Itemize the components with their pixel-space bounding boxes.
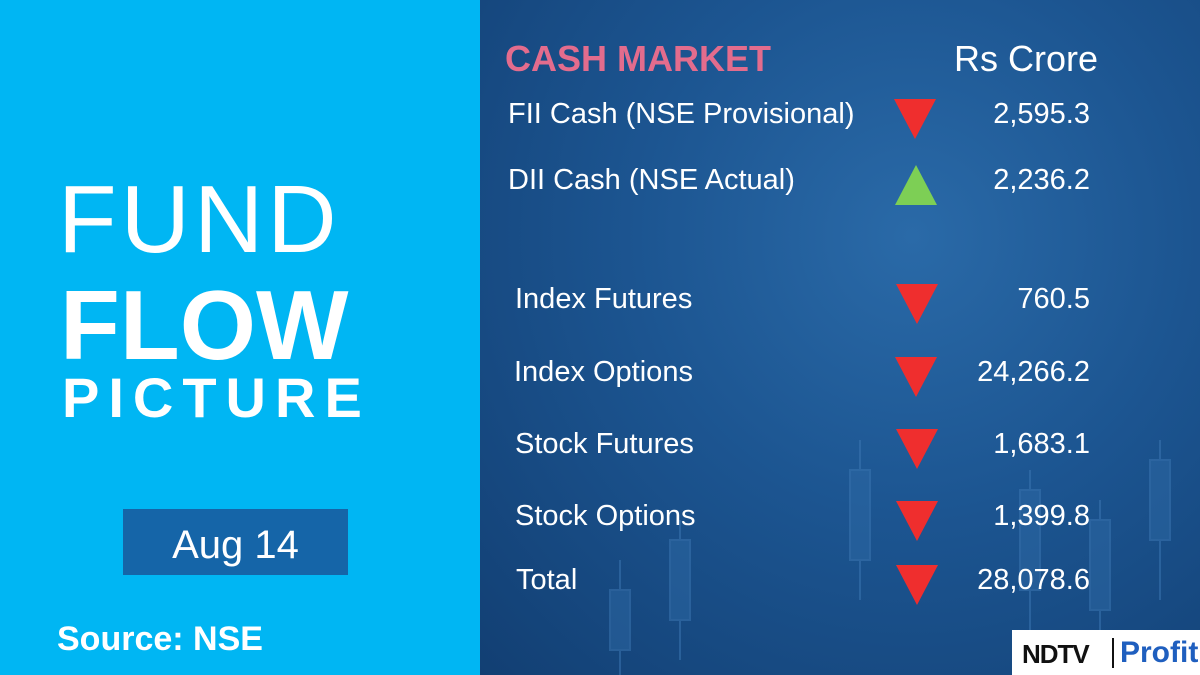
trend-arrow [896,429,938,469]
row-label: DII Cash (NSE Actual) [508,164,795,196]
trend-arrow [895,357,937,397]
title-line: FUND [58,166,341,273]
date: Aug 14 [172,523,299,567]
title-line: FLOW [60,270,349,380]
row-value: 24,266.2 [977,356,1090,388]
row-value: 760.5 [1017,283,1090,315]
trend-arrow [896,565,938,605]
logo-product: Profit [1120,636,1199,669]
logo-brand: NDTV [1022,639,1090,669]
row-label: Index Futures [515,283,693,315]
background-decor [609,440,1171,675]
row-value: 1,683.1 [993,428,1090,460]
title-line: PICTURE [62,366,371,429]
row-label: Total [516,564,578,596]
row-value: 28,078.6 [977,564,1090,596]
source: Source: NSE [57,620,263,658]
trend-arrow [894,99,936,139]
trend-arrow [895,165,937,205]
logo: NDTV Profit [1012,630,1200,675]
row-label: FII Cash (NSE Provisional) [508,98,855,130]
row-value: 2,595.3 [993,98,1090,130]
trend-arrow [896,501,938,541]
trend-arrow [896,284,938,324]
left-panel: FUND FLOW PICTURE Aug 14 Source: NSE [0,0,480,675]
date-box: Aug 14 [123,509,348,575]
row-label: Index Options [514,356,693,388]
logo-separator [1112,638,1114,668]
row-value: 2,236.2 [993,164,1090,196]
right-panel [480,0,1200,675]
table-heading: CASH MARKET [505,38,771,79]
row-label: Stock Futures [515,428,694,460]
unit-label: Rs Crore [954,38,1099,79]
row-value: 1,399.8 [993,500,1090,532]
row-label: Stock Options [515,500,696,532]
